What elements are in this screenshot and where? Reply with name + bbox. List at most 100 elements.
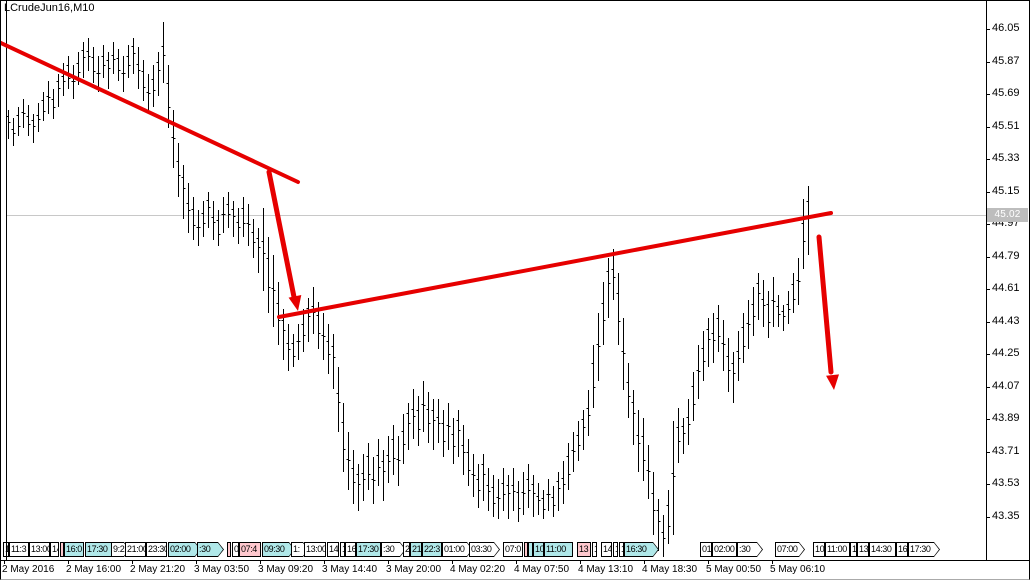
news-tag: 13:00	[29, 542, 50, 557]
news-tag: :30	[737, 542, 763, 557]
news-tag: 16	[896, 542, 908, 557]
news-tag: 17:30	[908, 542, 940, 557]
price-axis-label: 45.69	[992, 87, 1020, 99]
time-axis-tick	[260, 560, 261, 564]
news-tag: 16	[345, 542, 356, 557]
news-tag-label: 17:30	[909, 543, 939, 556]
time-axis-label: 2 May 2016	[2, 564, 55, 575]
news-tag: 14:30	[869, 542, 896, 557]
news-tag: 16:0	[64, 542, 84, 557]
price-axis-tick	[986, 192, 990, 193]
news-tag: 2	[403, 542, 410, 557]
news-tag: 1	[592, 542, 597, 557]
down-arrow-impulse-head[interactable]	[288, 294, 302, 311]
news-tag: :30	[197, 542, 224, 557]
news-tag: 1	[850, 542, 857, 557]
time-axis-tick	[68, 560, 69, 564]
price-axis-tick	[986, 62, 990, 63]
news-tag: 07:0	[503, 542, 523, 557]
news-tag: 01:00	[442, 542, 473, 557]
price-axis-label: 45.87	[992, 55, 1020, 67]
time-scale[interactable]: 2 May 2016 2 May 16:00 2 May 21:20 3 May 03…	[1, 560, 986, 579]
time-axis-tick	[324, 560, 325, 564]
news-tag: 09:30	[262, 542, 295, 557]
news-tag: 17:30	[85, 542, 117, 557]
news-tag-label: 07:00	[776, 543, 804, 556]
news-tag: 11:00	[544, 542, 573, 557]
news-tag	[528, 542, 533, 557]
news-tag-label: :30	[198, 543, 223, 556]
time-axis-label: 3 May 03:50	[194, 564, 250, 575]
news-tag: 13	[577, 542, 591, 557]
news-tag: 1	[619, 542, 624, 557]
news-tag: 07:00	[775, 542, 805, 557]
price-axis-tick	[986, 127, 990, 128]
news-tag: 13:00	[304, 542, 326, 557]
price-axis-tick	[986, 517, 990, 518]
down-arrow-forecast-head[interactable]	[826, 374, 840, 390]
news-tag-label: 17:30	[86, 543, 116, 556]
price-axis-tick	[986, 452, 990, 453]
news-tag-label: 9:2	[112, 543, 129, 556]
price-bars-close-ticks	[8, 53, 811, 539]
news-tag-label: 09:30	[263, 543, 294, 556]
news-tag: :30	[381, 542, 406, 557]
news-tag-label: 16:30	[625, 543, 658, 556]
price-axis-label: 44.43	[992, 315, 1020, 327]
price-axis-tick	[986, 387, 990, 388]
price-axis-tick	[986, 94, 990, 95]
downtrend-line[interactable]	[1, 41, 300, 184]
news-tag: 01	[700, 542, 712, 557]
news-tag-label: :30	[738, 543, 762, 556]
time-axis-tick	[132, 560, 133, 564]
news-tag	[227, 542, 231, 557]
uptrend-line[interactable]	[277, 211, 833, 319]
news-tag: 0	[232, 542, 239, 557]
price-axis-label: 46.05	[992, 22, 1020, 34]
price-axis-tick	[986, 257, 990, 258]
down-arrow-forecast-stem[interactable]	[816, 234, 834, 375]
news-tag: 14	[327, 542, 339, 557]
price-axis-tick	[986, 322, 990, 323]
price-axis-label: 43.71	[992, 445, 1020, 457]
price-bars-open-ticks	[6, 46, 809, 533]
price-axis-label: 44.25	[992, 347, 1020, 359]
time-axis-tick	[4, 560, 5, 564]
news-tag: 11:00	[825, 542, 850, 557]
price-axis-label: 43.35	[992, 510, 1020, 522]
time-axis-label: 2 May 16:00	[66, 564, 122, 575]
time-axis-tick	[516, 560, 517, 564]
down-arrow-impulse-stem[interactable]	[266, 169, 297, 300]
news-tag: 22:3	[422, 542, 442, 557]
news-tag: 10	[813, 542, 825, 557]
time-axis-tick	[388, 560, 389, 564]
news-tag-label: 01:00	[443, 543, 472, 556]
news-tag: 14	[50, 542, 59, 557]
price-axis-label: 44.79	[992, 250, 1020, 262]
time-axis-label: 2 May 21:20	[130, 564, 186, 575]
news-tag	[524, 542, 528, 557]
time-axis-tick	[452, 560, 453, 564]
time-axis-tick	[580, 560, 581, 564]
time-axis-tick	[772, 560, 773, 564]
price-axis-tick	[986, 354, 990, 355]
time-axis-label: 4 May 18:30	[642, 564, 698, 575]
time-axis-tick	[708, 560, 709, 564]
time-axis-label: 4 May 13:10	[578, 564, 634, 575]
news-tag: 21	[410, 542, 422, 557]
news-tag: 03:30	[469, 542, 500, 557]
news-tag: 17:30	[356, 542, 381, 557]
news-tag: 07:4	[239, 542, 261, 557]
news-indicator-row: 111:313:001416:017:309:221:0023:3002:00:…	[1, 542, 986, 558]
time-axis-label: 3 May 14:40	[322, 564, 378, 575]
news-tag: 1	[613, 542, 618, 557]
price-axis-label: 44.07	[992, 380, 1020, 392]
price-axis-tick	[986, 159, 990, 160]
news-tag: 23:30	[146, 542, 167, 557]
time-axis-label: 3 May 09:20	[258, 564, 314, 575]
price-axis-label: 43.53	[992, 477, 1020, 489]
news-tag: 1	[340, 542, 345, 557]
price-axis-tick	[986, 29, 990, 30]
